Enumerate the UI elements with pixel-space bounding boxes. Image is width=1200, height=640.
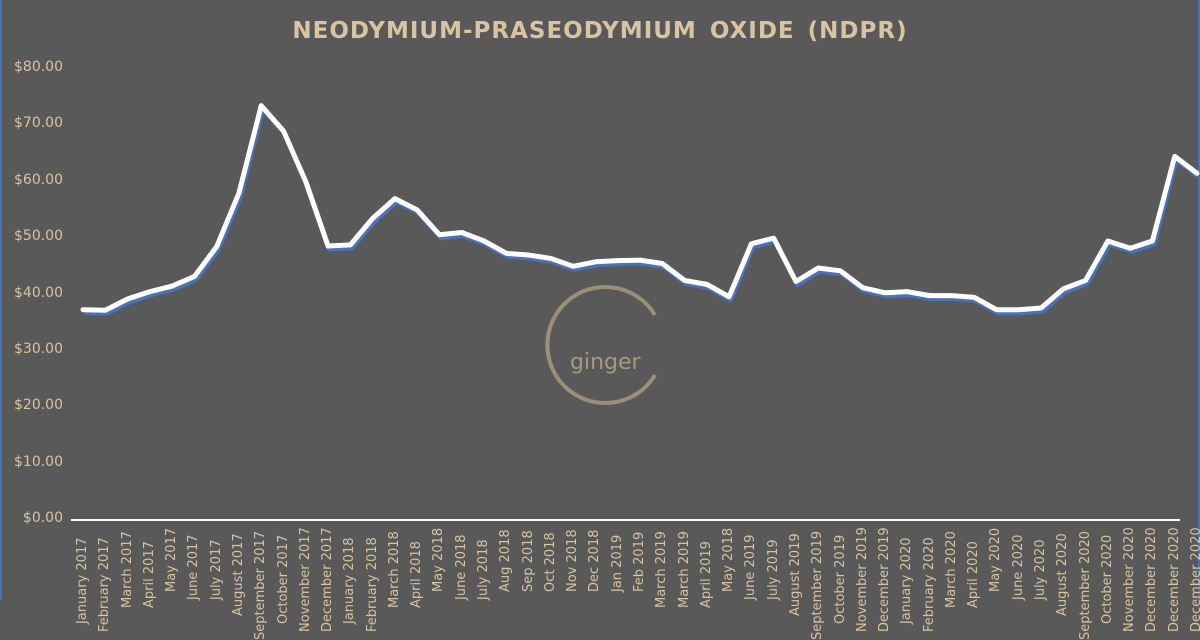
x-tick-label: Feb 2019 bbox=[632, 531, 647, 592]
x-tick-label: Jan 2019 bbox=[609, 534, 625, 592]
x-tick-label: May 2018 bbox=[431, 527, 447, 592]
y-tick-label: $20.00 bbox=[14, 397, 63, 414]
x-tick-label: December 2019 bbox=[877, 527, 893, 632]
x-tick-label: June 2018 bbox=[453, 534, 469, 600]
x-tick-label: July 2019 bbox=[765, 539, 781, 600]
x-tick-label: July 2017 bbox=[208, 539, 224, 600]
x-tick-label: September 2020 bbox=[1077, 530, 1093, 640]
x-tick-label: November 2017 bbox=[297, 527, 313, 632]
x-tick-label: December 2020 bbox=[1144, 527, 1160, 632]
x-tick-label: December 2020 bbox=[1189, 527, 1200, 632]
x-tick-label: February 2018 bbox=[364, 537, 380, 632]
x-tick-label: Oct 2018 bbox=[542, 532, 558, 592]
y-tick-label: $40.00 bbox=[14, 284, 63, 301]
x-tick-label: Dec 2018 bbox=[587, 529, 603, 592]
y-tick-label: $80.00 bbox=[14, 59, 63, 75]
x-tick-label: February 2017 bbox=[97, 537, 113, 632]
x-tick-label: July 2020 bbox=[1033, 539, 1049, 600]
x-tick-label: Aug 2018 bbox=[498, 529, 514, 592]
x-tick-label: Sep 2018 bbox=[520, 530, 536, 592]
x-tick-label: December 2020 bbox=[1166, 527, 1182, 632]
x-tick-label: November 2020 bbox=[1122, 527, 1138, 632]
ginger-logo-watermark: ginger bbox=[545, 285, 657, 405]
x-tick-label: November 2019 bbox=[854, 527, 870, 632]
x-tick-label: May 2020 bbox=[988, 527, 1004, 592]
x-tick-label: February 2020 bbox=[921, 537, 937, 632]
plot-area: ginger bbox=[71, 103, 1200, 521]
x-tick-label: March 2019 bbox=[654, 531, 670, 608]
x-tick-label: October 2019 bbox=[832, 534, 848, 624]
x-tick-label: March 2019 bbox=[676, 531, 692, 608]
x-tick-label: April 2018 bbox=[409, 541, 425, 608]
svg-text:ginger: ginger bbox=[570, 350, 642, 375]
x-tick-label: January 2018 bbox=[342, 537, 358, 625]
x-tick-label: September 2019 bbox=[810, 530, 826, 640]
x-tick-label: August 2020 bbox=[1055, 533, 1071, 616]
x-tick-label: March 2018 bbox=[386, 531, 402, 608]
x-tick-label: August 2019 bbox=[787, 533, 803, 616]
x-tick-label: December 2017 bbox=[320, 527, 336, 632]
x-tick-label: Nov 2018 bbox=[565, 529, 581, 592]
x-tick-label: April 2019 bbox=[698, 541, 714, 608]
x-tick-label: June 2017 bbox=[186, 534, 202, 600]
x-tick-label: July 2018 bbox=[476, 539, 492, 600]
x-tick-label: June 2019 bbox=[743, 534, 759, 600]
x-tick-label: June 2020 bbox=[1010, 534, 1026, 600]
y-tick-label: $0.00 bbox=[22, 510, 63, 526]
y-tick-label: $70.00 bbox=[14, 115, 63, 132]
x-tick-label: October 2020 bbox=[1099, 534, 1115, 624]
x-tick-label: March 2017 bbox=[119, 531, 135, 608]
y-tick-label: $10.00 bbox=[14, 453, 63, 470]
x-tick-label: May 2018 bbox=[721, 527, 737, 592]
chart-frame bbox=[0, 0, 1200, 600]
y-tick-label: $50.00 bbox=[14, 228, 63, 245]
x-tick-label: September 2017 bbox=[253, 530, 269, 640]
chart-title: NEODYMIUM-PRASEODYMIUM OXIDE (NDPR) bbox=[292, 18, 908, 44]
x-tick-label: January 2020 bbox=[899, 537, 915, 625]
x-tick-label: August 2017 bbox=[230, 533, 246, 616]
y-tick-label: $60.00 bbox=[14, 171, 63, 188]
ndpr-price-line bbox=[80, 103, 1200, 313]
x-tick-label: March 2020 bbox=[943, 531, 959, 608]
x-tick-label: April 2020 bbox=[966, 541, 982, 608]
x-tick-label: October 2017 bbox=[275, 534, 291, 624]
x-tick-label: May 2017 bbox=[164, 527, 180, 592]
x-tick-label: April 2017 bbox=[141, 541, 157, 608]
y-tick-label: $30.00 bbox=[14, 340, 63, 357]
x-tick-label: January 2017 bbox=[75, 537, 90, 625]
